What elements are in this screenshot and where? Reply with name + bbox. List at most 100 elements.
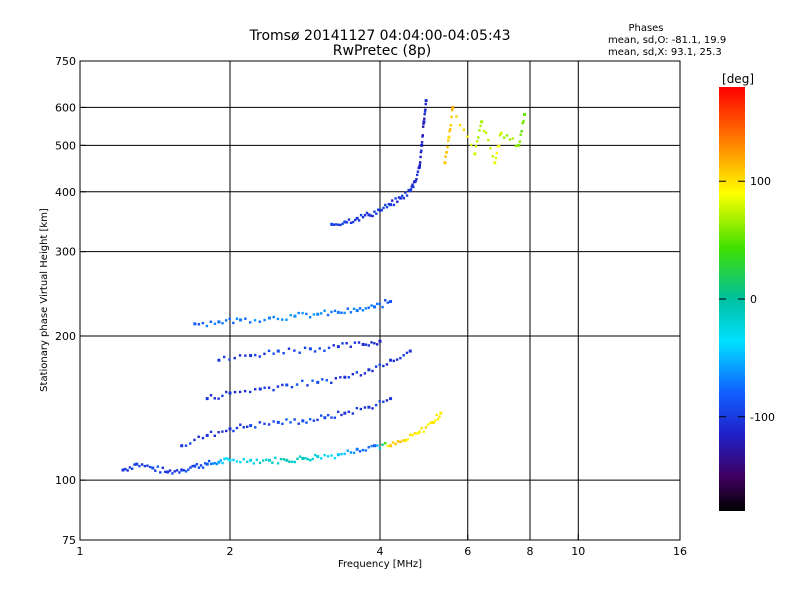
data-point [217, 430, 220, 434]
data-point [205, 433, 209, 437]
data-point [508, 138, 512, 141]
data-point [239, 318, 243, 322]
data-point [209, 394, 213, 397]
data-point [351, 220, 355, 224]
data-point [311, 457, 314, 461]
data-point [367, 213, 371, 217]
data-point [138, 464, 141, 468]
data-point [258, 355, 262, 358]
data-point [326, 313, 330, 317]
data-point [215, 462, 219, 466]
data-point [180, 468, 184, 472]
data-point [386, 301, 390, 304]
data-point [209, 430, 213, 434]
data-point [323, 349, 326, 352]
data-point [249, 424, 253, 428]
data-point [274, 456, 277, 460]
data-point [419, 155, 422, 159]
data-point [312, 313, 316, 316]
data-point [385, 205, 389, 209]
data-point [213, 397, 216, 400]
data-point [420, 143, 424, 147]
data-point [330, 222, 334, 226]
data-point [355, 447, 359, 451]
data-point [265, 458, 268, 461]
data-point [298, 351, 301, 354]
data-point [308, 347, 312, 351]
data-point [221, 394, 224, 398]
x-tick-label: 10 [571, 545, 585, 558]
data-point [272, 388, 275, 392]
data-point [351, 372, 355, 376]
data-point [242, 426, 245, 429]
data-point [421, 125, 425, 128]
data-point [407, 188, 410, 192]
data-point [272, 420, 275, 423]
chart-title: Tromsø 20141127 04:04:00-04:05:43 [249, 28, 511, 44]
data-point [384, 299, 387, 302]
data-point [384, 442, 387, 445]
data-point [521, 121, 524, 125]
data-points [121, 99, 527, 475]
data-point [367, 344, 370, 347]
data-point [357, 341, 361, 344]
data-point [323, 453, 326, 457]
data-point [373, 210, 376, 213]
data-point [373, 342, 376, 345]
data-point [308, 418, 312, 421]
data-point [415, 173, 419, 177]
data-point [395, 358, 399, 361]
data-point [364, 449, 368, 452]
data-point [296, 457, 299, 461]
data-point [429, 421, 432, 425]
data-point [367, 446, 370, 449]
data-point [239, 423, 242, 426]
data-point [399, 440, 402, 444]
data-point [444, 155, 447, 158]
data-point [337, 223, 340, 226]
data-point [235, 460, 239, 463]
data-point [355, 309, 359, 313]
data-point [446, 145, 449, 149]
data-point [355, 371, 359, 374]
data-point [378, 339, 382, 343]
y-tick-label: 100 [55, 474, 76, 487]
data-point [477, 136, 480, 139]
data-point [287, 347, 291, 350]
data-point [184, 470, 188, 473]
data-point [374, 365, 378, 368]
y-tick-label: 600 [55, 101, 76, 114]
data-point [330, 454, 333, 457]
data-point [280, 318, 284, 321]
data-point [213, 461, 217, 465]
data-point [371, 214, 374, 218]
data-point [375, 343, 379, 346]
data-point [336, 410, 340, 414]
data-point [189, 466, 192, 469]
data-point [327, 346, 331, 350]
data-point [175, 469, 179, 472]
data-point [312, 419, 316, 422]
data-point [321, 378, 324, 381]
data-point [480, 120, 484, 124]
data-point [301, 456, 305, 460]
data-point [401, 439, 405, 442]
data-point [267, 349, 271, 353]
data-point [263, 352, 266, 356]
data-point [494, 156, 498, 160]
colorbar-ticks: 100 0 -100 [719, 175, 775, 424]
data-point [305, 421, 308, 424]
data-point [352, 307, 356, 311]
data-point [450, 108, 454, 112]
data-point [235, 317, 239, 320]
data-point [217, 358, 221, 362]
data-point [497, 144, 501, 148]
data-point [193, 322, 197, 326]
data-point [289, 421, 292, 424]
data-point [361, 342, 365, 346]
data-point [455, 115, 458, 118]
data-point [391, 199, 394, 202]
data-point [249, 458, 253, 462]
data-point [519, 133, 522, 136]
data-point [361, 216, 365, 219]
